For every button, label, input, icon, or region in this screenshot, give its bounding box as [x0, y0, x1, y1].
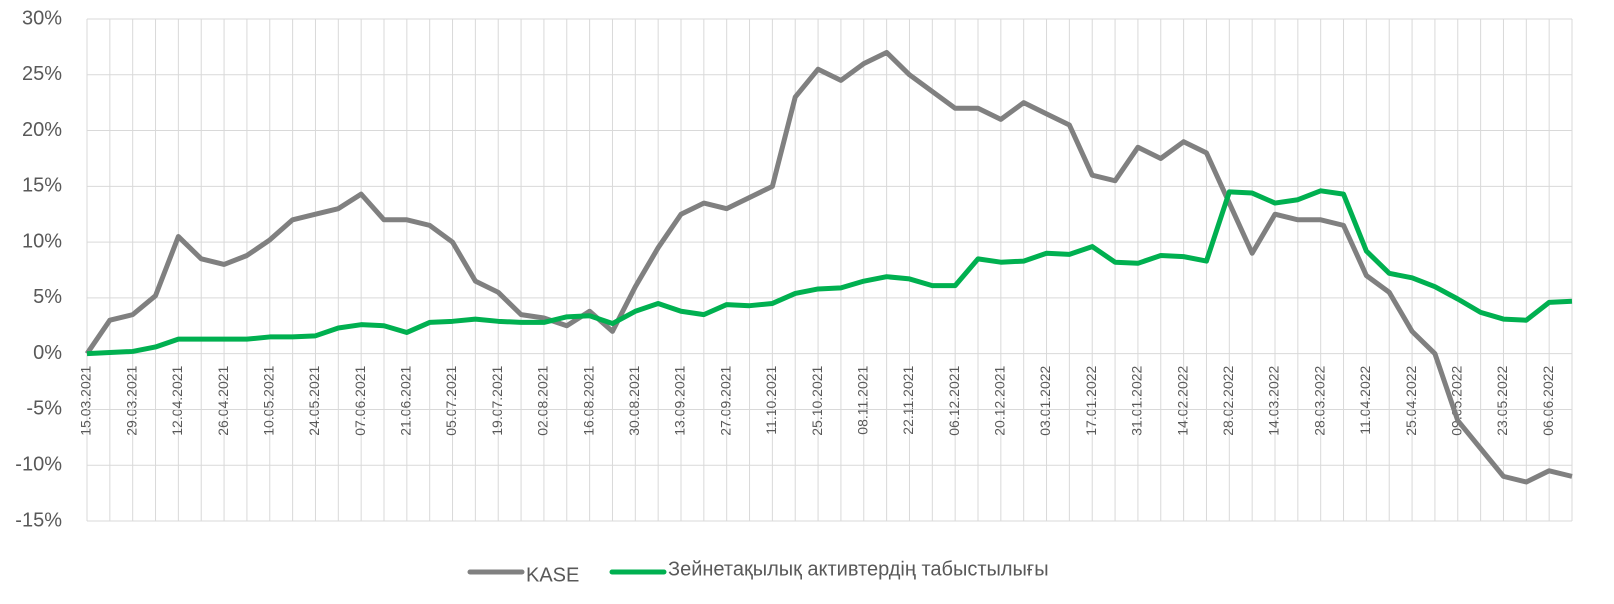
y-tick-label: -15% — [15, 509, 62, 531]
x-tick-label: 29.03.2021 — [123, 365, 139, 435]
x-tick-label: 14.02.2022 — [1174, 365, 1190, 435]
x-tick-label: 21.06.2021 — [398, 365, 414, 435]
x-tick-label: 26.04.2021 — [215, 365, 231, 435]
x-tick-label: 11.04.2022 — [1357, 365, 1373, 434]
x-tick-label: 06.12.2021 — [946, 365, 962, 435]
y-tick-label: 0% — [33, 342, 62, 364]
x-tick-label: 22.11.2021 — [900, 365, 916, 434]
y-tick-label: -5% — [26, 398, 62, 420]
x-tick-label: 12.04.2021 — [169, 365, 185, 435]
x-tick-label: 03.01.2022 — [1037, 365, 1053, 435]
x-tick-label: 16.08.2021 — [580, 365, 596, 435]
x-tick-label: 15.03.2021 — [78, 365, 94, 435]
x-tick-label: 30.08.2021 — [626, 365, 642, 435]
x-tick-label: 24.05.2021 — [306, 365, 322, 435]
x-tick-label: 05.07.2021 — [443, 365, 459, 435]
y-tick-label: 15% — [22, 175, 62, 197]
y-tick-label: -10% — [15, 454, 62, 476]
x-tick-label: 06.06.2022 — [1540, 365, 1556, 435]
y-tick-label: 25% — [22, 63, 62, 85]
x-tick-label: 28.03.2022 — [1311, 365, 1327, 435]
legend-label: Зейнетақылық активтердің табыстылығы — [668, 558, 1049, 580]
x-tick-label: 20.12.2021 — [992, 365, 1008, 435]
x-tick-label: 07.06.2021 — [352, 365, 368, 435]
x-tick-label: 09.05.2022 — [1448, 365, 1464, 435]
x-tick-label: 27.09.2021 — [717, 365, 733, 435]
y-tick-label: 5% — [33, 286, 62, 308]
series-line — [86, 188, 1573, 357]
x-tick-label: 14.03.2022 — [1266, 365, 1282, 435]
series-line — [84, 49, 1573, 485]
x-tick-label: 02.08.2021 — [535, 365, 551, 435]
x-tick-label: 08.11.2021 — [854, 365, 870, 434]
legend-label: KASE — [526, 564, 579, 586]
y-tick-label: 30% — [22, 7, 62, 29]
x-tick-label: 11.10.2021 — [763, 365, 779, 434]
x-tick-label: 19.07.2021 — [489, 365, 505, 435]
x-tick-label: 17.01.2022 — [1083, 365, 1099, 435]
x-tick-label: 23.05.2022 — [1494, 365, 1510, 435]
x-tick-label: 25.10.2021 — [809, 365, 825, 435]
x-tick-label: 25.04.2022 — [1403, 365, 1419, 435]
x-tick-label: 28.02.2022 — [1220, 365, 1236, 435]
y-tick-label: 10% — [22, 230, 62, 252]
x-tick-label: 13.09.2021 — [672, 365, 688, 435]
x-tick-label: 10.05.2021 — [260, 365, 276, 435]
y-tick-label: 20% — [22, 119, 62, 141]
x-tick-label: 31.01.2022 — [1129, 365, 1145, 435]
